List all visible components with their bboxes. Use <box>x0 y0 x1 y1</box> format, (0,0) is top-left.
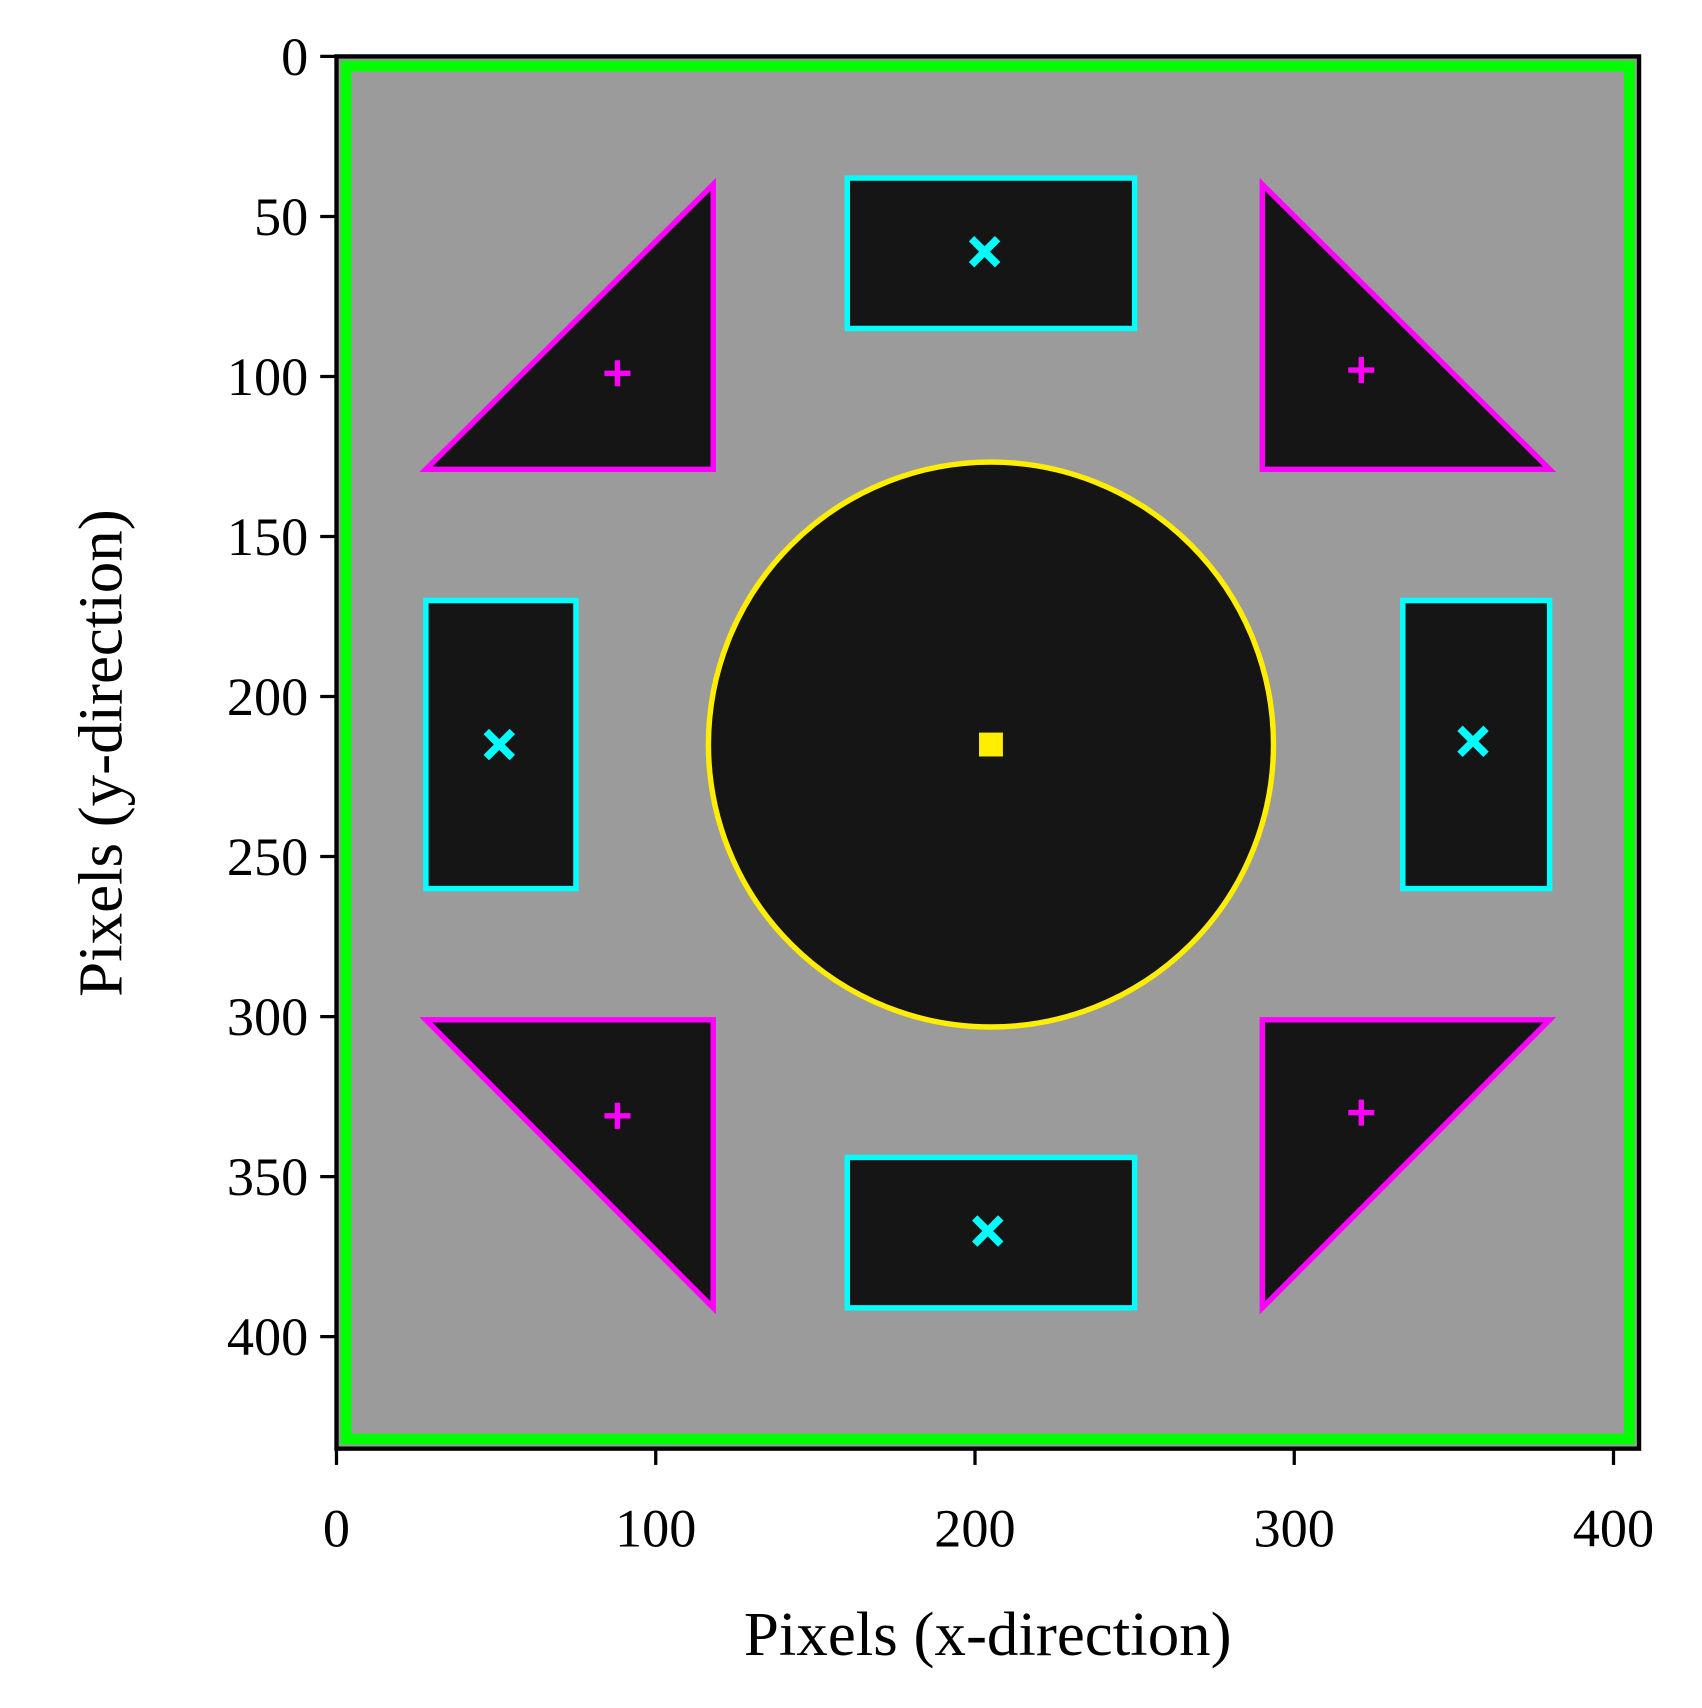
centroid-marker <box>1348 1099 1375 1126</box>
image-frame <box>340 60 1635 1445</box>
shape-contour <box>1259 177 1557 473</box>
shape-contour <box>419 177 716 473</box>
x-tick-label: 400 <box>1573 1498 1654 1558</box>
y-tick-label: 350 <box>227 1147 308 1207</box>
plot-border <box>334 54 1642 1451</box>
shape-contour <box>1259 1017 1557 1315</box>
y-tick-label: 300 <box>227 987 308 1047</box>
y-tick-label: 0 <box>281 27 308 87</box>
centroid-marker <box>972 1215 1004 1247</box>
y-tick-label: 50 <box>254 187 308 247</box>
y-axis-label: Pixels (y-direction) <box>66 509 136 997</box>
x-axis-label: Pixels (x-direction) <box>744 1599 1232 1669</box>
x-tick-label: 0 <box>323 1498 350 1558</box>
x-tick-label: 200 <box>934 1498 1015 1558</box>
x-tick-label: 300 <box>1254 1498 1335 1558</box>
shape-contour <box>419 1017 716 1315</box>
centroid-marker <box>968 235 1001 268</box>
y-tick-label: 400 <box>227 1307 308 1367</box>
y-tick-label: 200 <box>227 667 308 727</box>
y-tick-label: 250 <box>227 827 308 887</box>
centroid-marker <box>1348 357 1375 384</box>
y-tick-label: 150 <box>227 507 308 567</box>
x-tick-label: 100 <box>615 1498 696 1558</box>
y-tick-label: 100 <box>227 347 308 407</box>
centroid-marker <box>604 360 631 387</box>
circle-center <box>979 732 1003 757</box>
centroid-marker <box>1457 725 1489 758</box>
centroid-marker <box>483 728 516 761</box>
centroid-marker <box>604 1102 631 1129</box>
